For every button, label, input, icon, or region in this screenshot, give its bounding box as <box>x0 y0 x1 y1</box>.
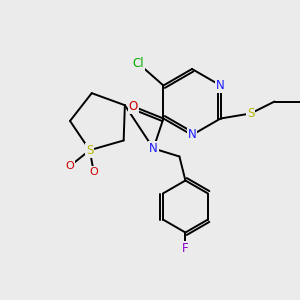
Text: O: O <box>65 161 74 171</box>
Text: N: N <box>149 142 158 155</box>
Text: S: S <box>247 107 254 120</box>
Text: O: O <box>89 167 98 177</box>
Text: F: F <box>182 242 189 255</box>
Text: Cl: Cl <box>133 57 144 70</box>
Text: N: N <box>216 79 225 92</box>
Text: O: O <box>129 100 138 113</box>
Text: S: S <box>86 144 93 157</box>
Text: N: N <box>188 128 196 142</box>
